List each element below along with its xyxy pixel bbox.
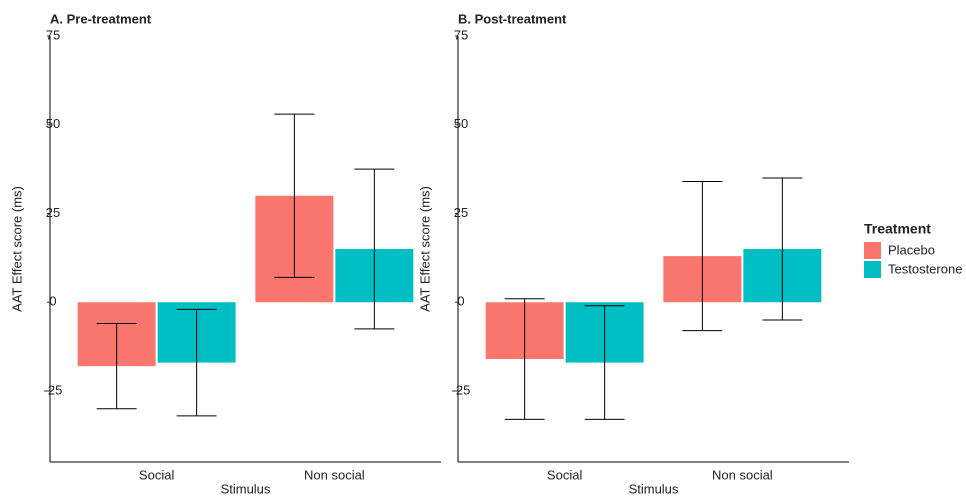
y-tick-label: -25 [44,382,63,397]
error-bar [682,181,723,332]
y-tick-label: 50 [454,116,468,131]
x-tick-label: Social [547,467,583,482]
y-tick-label: 0 [457,294,464,309]
panel-title: A. Pre-treatment [50,11,152,26]
legend-title: Treatment [864,221,931,237]
error-bar [274,113,315,278]
panel-title: B. Post-treatment [458,11,567,26]
x-tick-label: Social [139,467,175,482]
legend-label: Placebo [888,242,935,257]
x-axis-label: Stimulus [221,481,271,496]
error-bar [354,168,395,330]
y-tick-label: -25 [452,382,471,397]
error-bar [584,305,625,420]
y-axis-label: AAT Effect score (ms) [9,186,24,312]
y-tick-label: 0 [49,294,56,309]
legend-key [864,261,881,278]
y-tick-label: 75 [454,27,468,42]
x-axis-label: Stimulus [629,481,679,496]
error-bar [762,177,803,321]
y-tick-label: 50 [46,116,60,131]
error-bar [504,298,545,420]
y-tick-label: 75 [46,27,60,42]
x-tick-label: Non social [304,467,365,482]
legend-key [864,242,881,259]
error-bar [176,308,217,417]
y-tick-label: 25 [46,205,60,220]
y-tick-label: 25 [454,205,468,220]
legend-label: Testosterone [888,261,962,276]
x-tick-label: Non social [712,467,773,482]
error-bar [96,323,137,410]
y-axis-label: AAT Effect score (ms) [417,186,432,312]
